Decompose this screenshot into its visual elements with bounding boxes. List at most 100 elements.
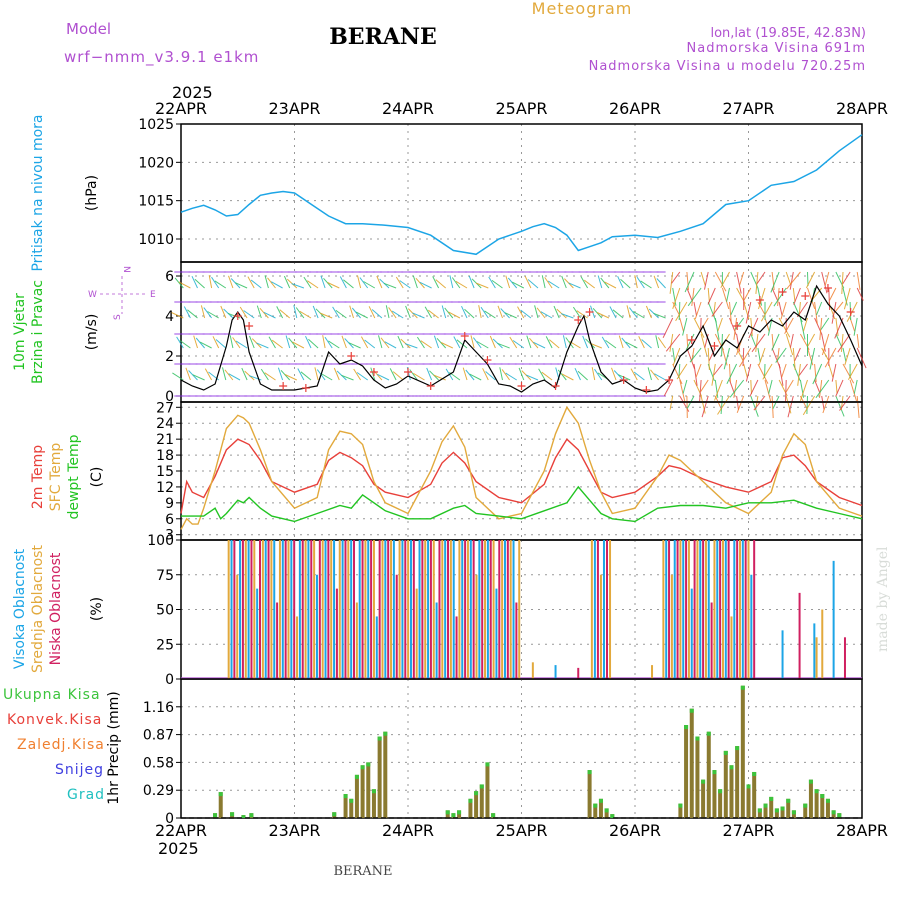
- wind-arrow: [426, 367, 433, 381]
- precip-bar-total: [445, 810, 450, 815]
- wind-arrow: [824, 271, 830, 286]
- precip-legend-1: Konvek.Kisa: [7, 712, 102, 728]
- wind-arrow: [771, 395, 774, 419]
- wind-arrow: [353, 368, 362, 381]
- y-tick-label: 6: [165, 269, 174, 285]
- wind-arrow: [750, 333, 757, 348]
- wind-arrow: [469, 373, 482, 381]
- gust-marker: [460, 332, 469, 340]
- gust-marker: [551, 382, 560, 390]
- precip-bar-total: [831, 810, 836, 815]
- gust-marker: [585, 308, 594, 316]
- wind-arrow: [520, 309, 532, 319]
- y-tick-label: 0.29: [143, 783, 174, 799]
- pressure-ylabel: Pritisak na nivou mora: [30, 114, 46, 271]
- wind-arrow: [605, 339, 617, 349]
- precip-bar-total: [740, 685, 745, 690]
- wind-arrow: [284, 374, 298, 381]
- wind-arrow: [292, 341, 305, 349]
- y-tick-label: 50: [156, 603, 174, 619]
- precip-bar-total: [786, 798, 791, 803]
- wind-arrow: [699, 379, 702, 402]
- wind-arrow: [812, 363, 823, 385]
- wind-arrow: [194, 278, 205, 289]
- wind-arrow: [395, 276, 404, 289]
- precip-bar-total: [474, 791, 479, 796]
- wind-arrow: [758, 347, 766, 366]
- wind-arrow: [726, 363, 738, 385]
- wind-arrow: [538, 368, 546, 381]
- wind-arrow: [764, 379, 772, 402]
- wind-arrow: [691, 287, 695, 306]
- wind-arrow: [291, 283, 305, 289]
- wind-arrow: [363, 281, 376, 289]
- wind-arrow: [663, 379, 674, 397]
- wind-arrow: [499, 367, 503, 381]
- precip-bar-conv: [825, 798, 830, 818]
- wind-arrow: [234, 282, 248, 289]
- wind-arrow: [534, 305, 539, 319]
- wind-arrow: [679, 379, 686, 402]
- y-tick-label: 3: [165, 528, 174, 544]
- precip-bar-total: [769, 796, 774, 801]
- precip-bar-total: [735, 746, 740, 751]
- precip-bar-conv: [712, 770, 717, 818]
- wind-arrow: [853, 379, 858, 394]
- wind-arrow: [239, 306, 248, 319]
- precip-bar-conv: [604, 808, 609, 818]
- wind-arrow: [541, 371, 553, 381]
- wind-arrow: [497, 305, 503, 319]
- precip-bar-total: [360, 765, 365, 770]
- wind-arrow: [297, 368, 305, 381]
- precip-bar-conv: [780, 806, 785, 818]
- wind-arrow: [561, 373, 574, 381]
- wind-arrow: [653, 275, 660, 289]
- precip-bar-total: [729, 765, 734, 770]
- precip-bar-conv: [371, 789, 376, 818]
- wind-arrow: [249, 335, 255, 349]
- wind-arrow: [809, 347, 816, 370]
- wind-arrow: [525, 374, 539, 381]
- wind-arrow: [328, 340, 340, 349]
- gust-marker: [619, 376, 628, 384]
- wind-arrow: [814, 379, 821, 394]
- wind-arrow: [267, 277, 276, 289]
- y-tick-label: 18: [156, 448, 174, 464]
- precip-bar-total: [598, 798, 603, 803]
- wind-arrow: [842, 363, 855, 384]
- wind-arrow: [729, 379, 735, 394]
- wind-arrow: [176, 336, 184, 349]
- wind-arrow: [767, 317, 773, 336]
- precip-bar-conv: [786, 798, 791, 818]
- precip-bar-conv: [678, 803, 683, 818]
- wind-arrow: [561, 275, 567, 289]
- wind-arrow: [828, 363, 834, 378]
- precip-bar-total: [218, 792, 223, 797]
- wind-arrow: [185, 367, 191, 381]
- wind-arrow: [178, 281, 191, 289]
- wind-arrow: [679, 317, 684, 332]
- bottom-date-tick-label: 25APR: [495, 821, 547, 840]
- wind-arrow: [413, 372, 425, 381]
- precip-bar-total: [695, 736, 700, 741]
- wind-arrow: [821, 395, 825, 410]
- wind-arrow: [376, 275, 383, 289]
- wind-arrow: [844, 347, 851, 366]
- wind-arrow: [404, 343, 418, 349]
- precip-bar-total: [230, 812, 235, 817]
- gust-marker: [517, 382, 526, 390]
- precip-legend-4: Grad: [67, 787, 105, 803]
- wind-arrow: [711, 301, 723, 317]
- wind-arrow: [207, 311, 219, 319]
- wind-arrow: [283, 275, 291, 289]
- wind-arrow: [671, 271, 681, 284]
- wind-arrow: [518, 367, 525, 381]
- wind-arrow: [792, 347, 796, 370]
- wind-arrow: [842, 287, 848, 306]
- precip-bar-conv: [820, 794, 825, 818]
- wind-arrow: [589, 342, 602, 349]
- wind-arrow: [263, 311, 276, 319]
- y-tick-label: 0.87: [143, 728, 174, 744]
- wind-arrow: [733, 379, 738, 398]
- gust-marker: [778, 288, 787, 296]
